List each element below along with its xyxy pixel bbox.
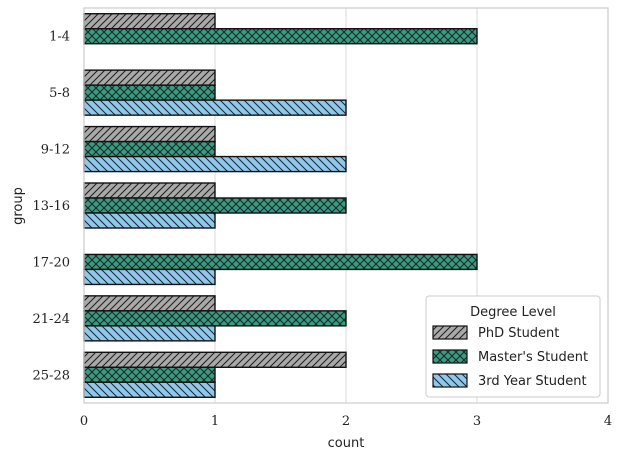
y-tick-labels: 1-4 5-8 9-12 13-16 17-20 21-24 25-28 (33, 30, 70, 384)
y-tick-label: 17-20 (33, 255, 70, 270)
legend-swatch (432, 325, 468, 340)
y-tick-label: 9-12 (41, 143, 70, 158)
plot-frame (83, 7, 609, 404)
y-tick-label: 13-16 (33, 199, 70, 214)
bar-3rd-year-student-25-28 (83, 381, 216, 398)
bar-phd-student-9-12 (83, 125, 216, 143)
legend-swatch (432, 373, 468, 388)
y-tick-label: 25-28 (33, 368, 70, 383)
y-axis-label: group (11, 187, 26, 225)
x-tick-label: 1 (211, 414, 219, 429)
y-tick-label: 21-24 (33, 312, 70, 327)
x-tick-label: 0 (80, 414, 88, 429)
x-tick-label: 2 (342, 414, 350, 429)
bar-3rd-year-student-13-16 (83, 212, 216, 229)
x-tick-label: 3 (473, 414, 481, 429)
bar-master-s-student-25-28 (83, 366, 216, 383)
bars (83, 13, 478, 398)
bar-master-s-student-9-12 (83, 140, 216, 158)
bar-master-s-student-5-8 (83, 84, 216, 101)
bar-3rd-year-student-9-12 (83, 155, 347, 173)
bar-3rd-year-student-17-20 (83, 268, 216, 286)
x-tick-label: 4 (604, 414, 612, 429)
bar-3rd-year-student-21-24 (83, 325, 216, 342)
x-tick-labels: 0 1 2 3 4 (80, 414, 612, 429)
legend: Degree Level PhD Student Master's Student… (425, 295, 601, 398)
legend-label: Master's Student (478, 350, 588, 365)
y-tick-label: 5-8 (49, 86, 70, 101)
x-axis-label: count (328, 436, 365, 451)
legend-title: Degree Level (470, 305, 556, 320)
legend-label: 3rd Year Student (478, 374, 587, 389)
bar-phd-student-25-28 (83, 351, 347, 368)
legend-items: PhD Student Master's Student 3rd Year Stud… (432, 325, 588, 389)
legend-swatch (432, 349, 468, 364)
bar-master-s-student-21-24 (83, 310, 347, 327)
bar-master-s-student-1-4 (83, 28, 478, 45)
legend-box (425, 295, 601, 398)
bar-phd-student-21-24 (83, 295, 216, 312)
bar-phd-student-5-8 (83, 69, 216, 86)
bar-3rd-year-student-5-8 (83, 99, 347, 116)
bar-master-s-student-13-16 (83, 197, 347, 214)
bar-master-s-student-17-20 (83, 253, 478, 271)
y-tick-label: 1-4 (49, 30, 70, 45)
legend-label: PhD Student (478, 326, 559, 341)
bar-phd-student-13-16 (83, 182, 216, 199)
bar-phd-student-1-4 (83, 13, 216, 30)
